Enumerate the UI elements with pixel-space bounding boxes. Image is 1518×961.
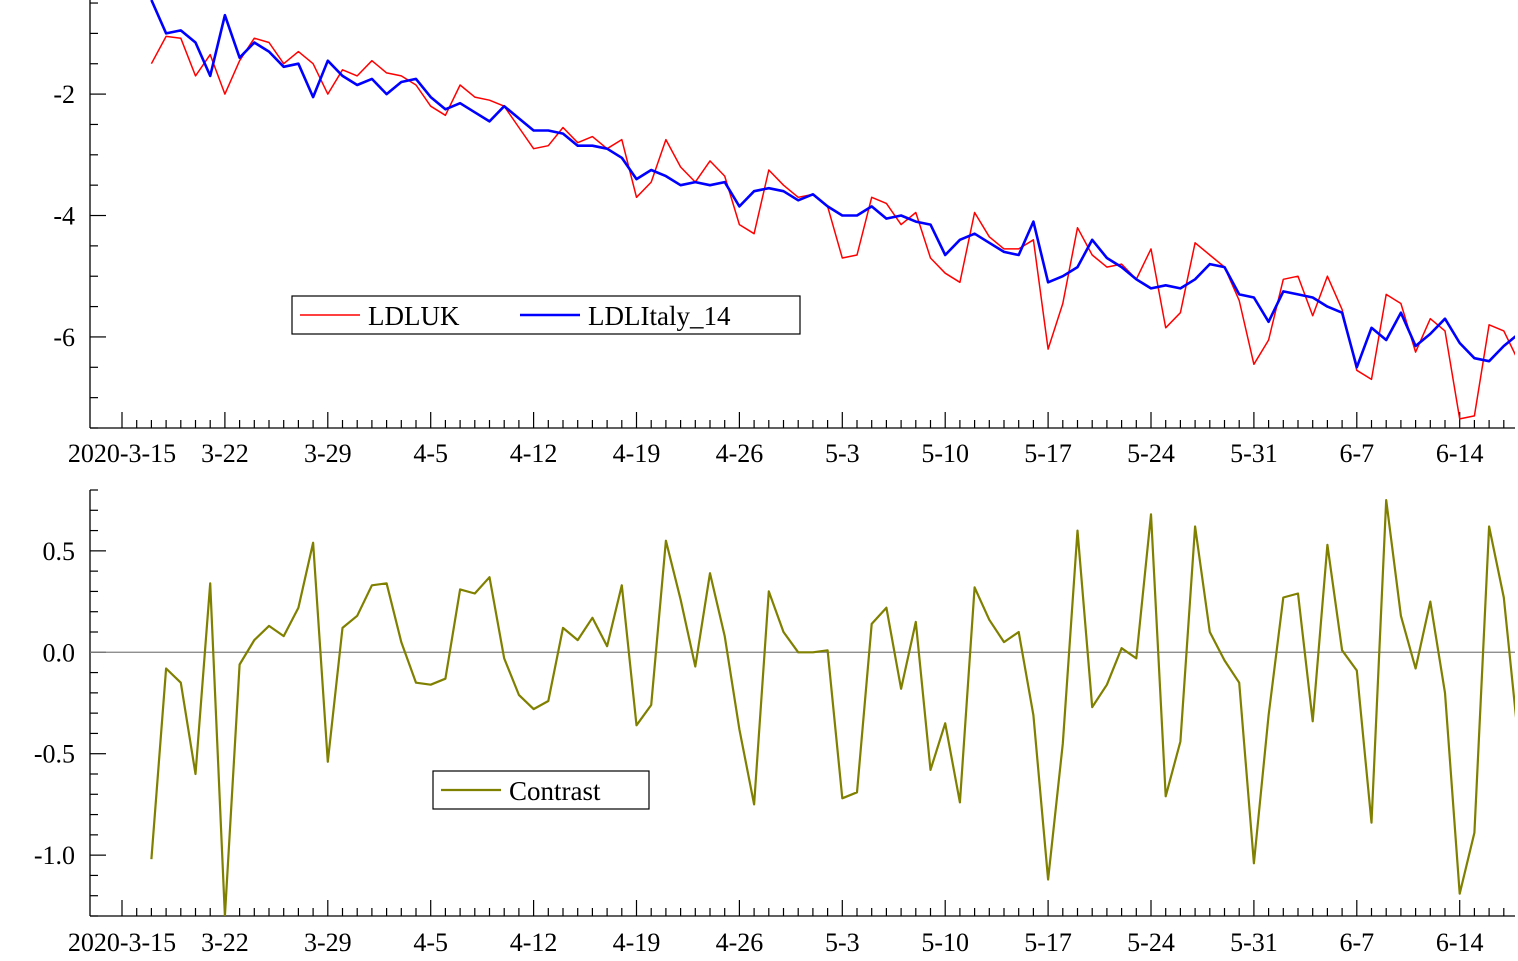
- x-tick-label: 4-5: [413, 439, 448, 468]
- x-tick-label: 5-10: [921, 439, 969, 468]
- x-tick-label: 4-26: [716, 439, 764, 468]
- x-tick-label: 6-14: [1436, 439, 1484, 468]
- x-tick-label: 6-7: [1339, 439, 1374, 468]
- x-tick-label: 3-29: [304, 439, 352, 468]
- x-tick-label: 5-24: [1127, 439, 1175, 468]
- x-tick-label: 2020-3-15: [68, 928, 176, 957]
- x-tick-label: 5-17: [1024, 928, 1072, 957]
- x-tick-label: 3-22: [201, 439, 249, 468]
- x-tick-label: 4-5: [413, 928, 448, 957]
- x-tick-label: 6-7: [1339, 928, 1374, 957]
- series-line-ldlitaly-14: [150, 0, 1515, 369]
- x-tick-label: 5-3: [825, 439, 860, 468]
- series-line-contrast: [150, 499, 1515, 916]
- x-tick-label: 5-31: [1230, 928, 1278, 957]
- y-tick-label: 0.0: [43, 638, 76, 667]
- x-tick-label: 5-24: [1127, 928, 1175, 957]
- x-tick-label: 6-14: [1436, 928, 1484, 957]
- y-tick-label: -1.0: [34, 841, 75, 870]
- series-line-ldluk: [150, 35, 1515, 420]
- x-tick-label: 5-17: [1024, 439, 1072, 468]
- legend-label: Contrast: [509, 776, 601, 806]
- x-tick-label: 2020-3-15: [68, 439, 176, 468]
- top-chart: 2020-3-15 3-22 3-29 4-5 4-12 4-19 4-26 5-3 5-10 5…: [53, 0, 1515, 468]
- legend-label: LDLItaly_14: [588, 301, 731, 331]
- x-tick-label: 5-10: [921, 928, 969, 957]
- bottom-chart: 2020-3-15 3-22 3-29 4-5 4-12 4-19 4-26 5-3 5-10 5…: [34, 489, 1515, 957]
- y-tick-label: -4: [53, 202, 75, 231]
- x-tick-label: 5-3: [825, 928, 860, 957]
- x-tick-label: 4-19: [613, 928, 661, 957]
- x-tick-label: 4-12: [510, 928, 558, 957]
- x-tick-label: 4-26: [716, 928, 764, 957]
- legend-label: LDLUK: [368, 301, 460, 331]
- x-tick-label: 5-31: [1230, 439, 1278, 468]
- x-tick-label: 3-29: [304, 928, 352, 957]
- y-tick-label: -2: [53, 80, 75, 109]
- x-tick-label: 4-12: [510, 439, 558, 468]
- y-tick-label: 0.5: [43, 537, 76, 566]
- x-tick-label: 3-22: [201, 928, 249, 957]
- y-tick-label: -0.5: [34, 740, 75, 769]
- x-tick-label: 4-19: [613, 439, 661, 468]
- y-tick-label: -6: [53, 323, 75, 352]
